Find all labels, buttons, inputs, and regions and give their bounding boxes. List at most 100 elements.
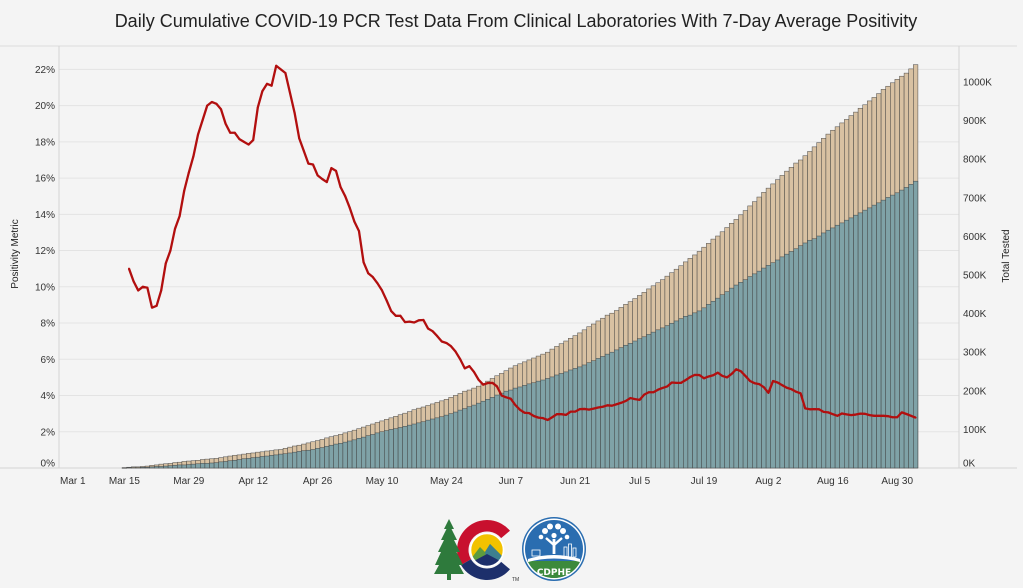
teal-bar <box>296 451 302 469</box>
teal-bar <box>149 466 155 469</box>
positivity-point <box>818 408 820 411</box>
teal-bar <box>632 340 638 469</box>
teal-bar <box>549 376 555 469</box>
teal-bar <box>867 207 873 469</box>
teal-bar <box>779 256 785 469</box>
right-tick-label: 400K <box>963 309 987 320</box>
teal-bar <box>342 441 348 469</box>
teal-bar <box>255 456 261 469</box>
teal-bar <box>190 463 196 469</box>
positivity-point <box>532 415 535 417</box>
sun-mountain-icon <box>470 533 504 567</box>
positivity-point <box>151 306 153 309</box>
positivity-point <box>454 350 457 353</box>
teal-bar <box>770 262 776 469</box>
teal-bar <box>535 380 541 469</box>
positivity-point <box>192 155 195 158</box>
teal-bar <box>646 334 652 469</box>
positivity-point <box>707 375 710 378</box>
teal-bar <box>420 421 426 469</box>
positivity-point <box>638 398 641 401</box>
positivity-point <box>201 119 204 122</box>
positivity-point <box>822 410 825 413</box>
teal-bar <box>540 379 546 469</box>
x-tick-label: Mar 29 <box>173 476 205 487</box>
c-red-arc-icon <box>457 520 510 565</box>
teal-bar <box>439 416 445 469</box>
teal-bar <box>563 371 569 469</box>
positivity-point <box>721 374 724 377</box>
positivity-point <box>431 330 434 333</box>
teal-bar <box>577 366 583 469</box>
positivity-point <box>381 289 383 292</box>
positivity-point <box>325 181 328 184</box>
cdphe-logo-icon: CDPHE <box>522 517 586 581</box>
right-tick-label: 100K <box>963 425 987 436</box>
left-tick-label: 10% <box>35 282 55 293</box>
teal-bar-series <box>121 180 919 469</box>
teal-bar <box>733 284 739 469</box>
positivity-point <box>831 413 834 416</box>
right-tick-label: 200K <box>963 386 987 397</box>
teal-bar <box>765 265 771 469</box>
teal-bar <box>775 259 781 469</box>
positivity-point <box>275 64 278 67</box>
positivity-point <box>335 169 337 172</box>
positivity-point <box>744 374 747 377</box>
positivity-point <box>873 414 876 417</box>
positivity-point <box>220 108 222 111</box>
positivity-point <box>141 285 144 288</box>
positivity-point <box>574 410 577 413</box>
teal-bar <box>627 343 633 469</box>
positivity-point <box>367 272 370 275</box>
teal-bar <box>641 336 647 469</box>
positivity-point <box>882 414 885 417</box>
left-axis-ticks: 0% 2% 4% 6% 8% 10% 12% 14% 16% 18% 20% 22% <box>35 65 55 470</box>
teal-bar <box>655 329 661 469</box>
teal-bar <box>273 454 279 469</box>
positivity-point <box>468 365 471 368</box>
teal-bar <box>876 202 882 469</box>
positivity-point <box>841 412 843 415</box>
positivity-point <box>758 383 761 386</box>
teal-bar <box>701 307 707 469</box>
positivity-point <box>611 404 613 407</box>
left-tick-label: 18% <box>35 137 55 148</box>
positivity-point <box>128 267 130 270</box>
teal-bar <box>756 270 762 469</box>
teal-bar <box>269 454 275 469</box>
positivity-point <box>445 341 448 344</box>
positivity-point <box>790 388 793 391</box>
positivity-point <box>675 381 678 384</box>
positivity-point <box>371 276 374 279</box>
positivity-point <box>900 411 903 414</box>
positivity-point <box>187 171 190 174</box>
positivity-point <box>624 399 627 402</box>
teal-bar <box>379 431 385 469</box>
positivity-point <box>408 320 411 323</box>
positivity-point <box>155 304 158 307</box>
positivity-point <box>137 289 140 292</box>
teal-bar <box>213 462 219 469</box>
positivity-point <box>505 396 508 399</box>
right-tick-label: 800K <box>963 155 987 166</box>
positivity-point <box>712 374 715 377</box>
x-axis-ticks: Mar 1 Mar 15 Mar 29 Apr 12 Apr 26 May 10 May 2… <box>60 476 913 487</box>
teal-bar <box>411 423 417 469</box>
positivity-point <box>762 386 765 389</box>
right-tick-label: 1000K <box>963 78 992 89</box>
positivity-point <box>146 286 149 289</box>
teal-bar <box>236 459 242 469</box>
positivity-point <box>496 385 498 388</box>
teal-bar <box>374 432 380 469</box>
positivity-point <box>215 102 218 105</box>
teal-bar <box>899 189 905 469</box>
teal-bar <box>351 439 357 469</box>
teal-bar <box>186 464 192 469</box>
positivity-point <box>914 416 917 419</box>
positivity-point <box>353 220 356 223</box>
colorado-state-logo-icon: TM <box>434 519 519 583</box>
positivity-point <box>394 314 397 317</box>
teal-bar <box>526 383 532 469</box>
teal-bar <box>227 460 233 469</box>
